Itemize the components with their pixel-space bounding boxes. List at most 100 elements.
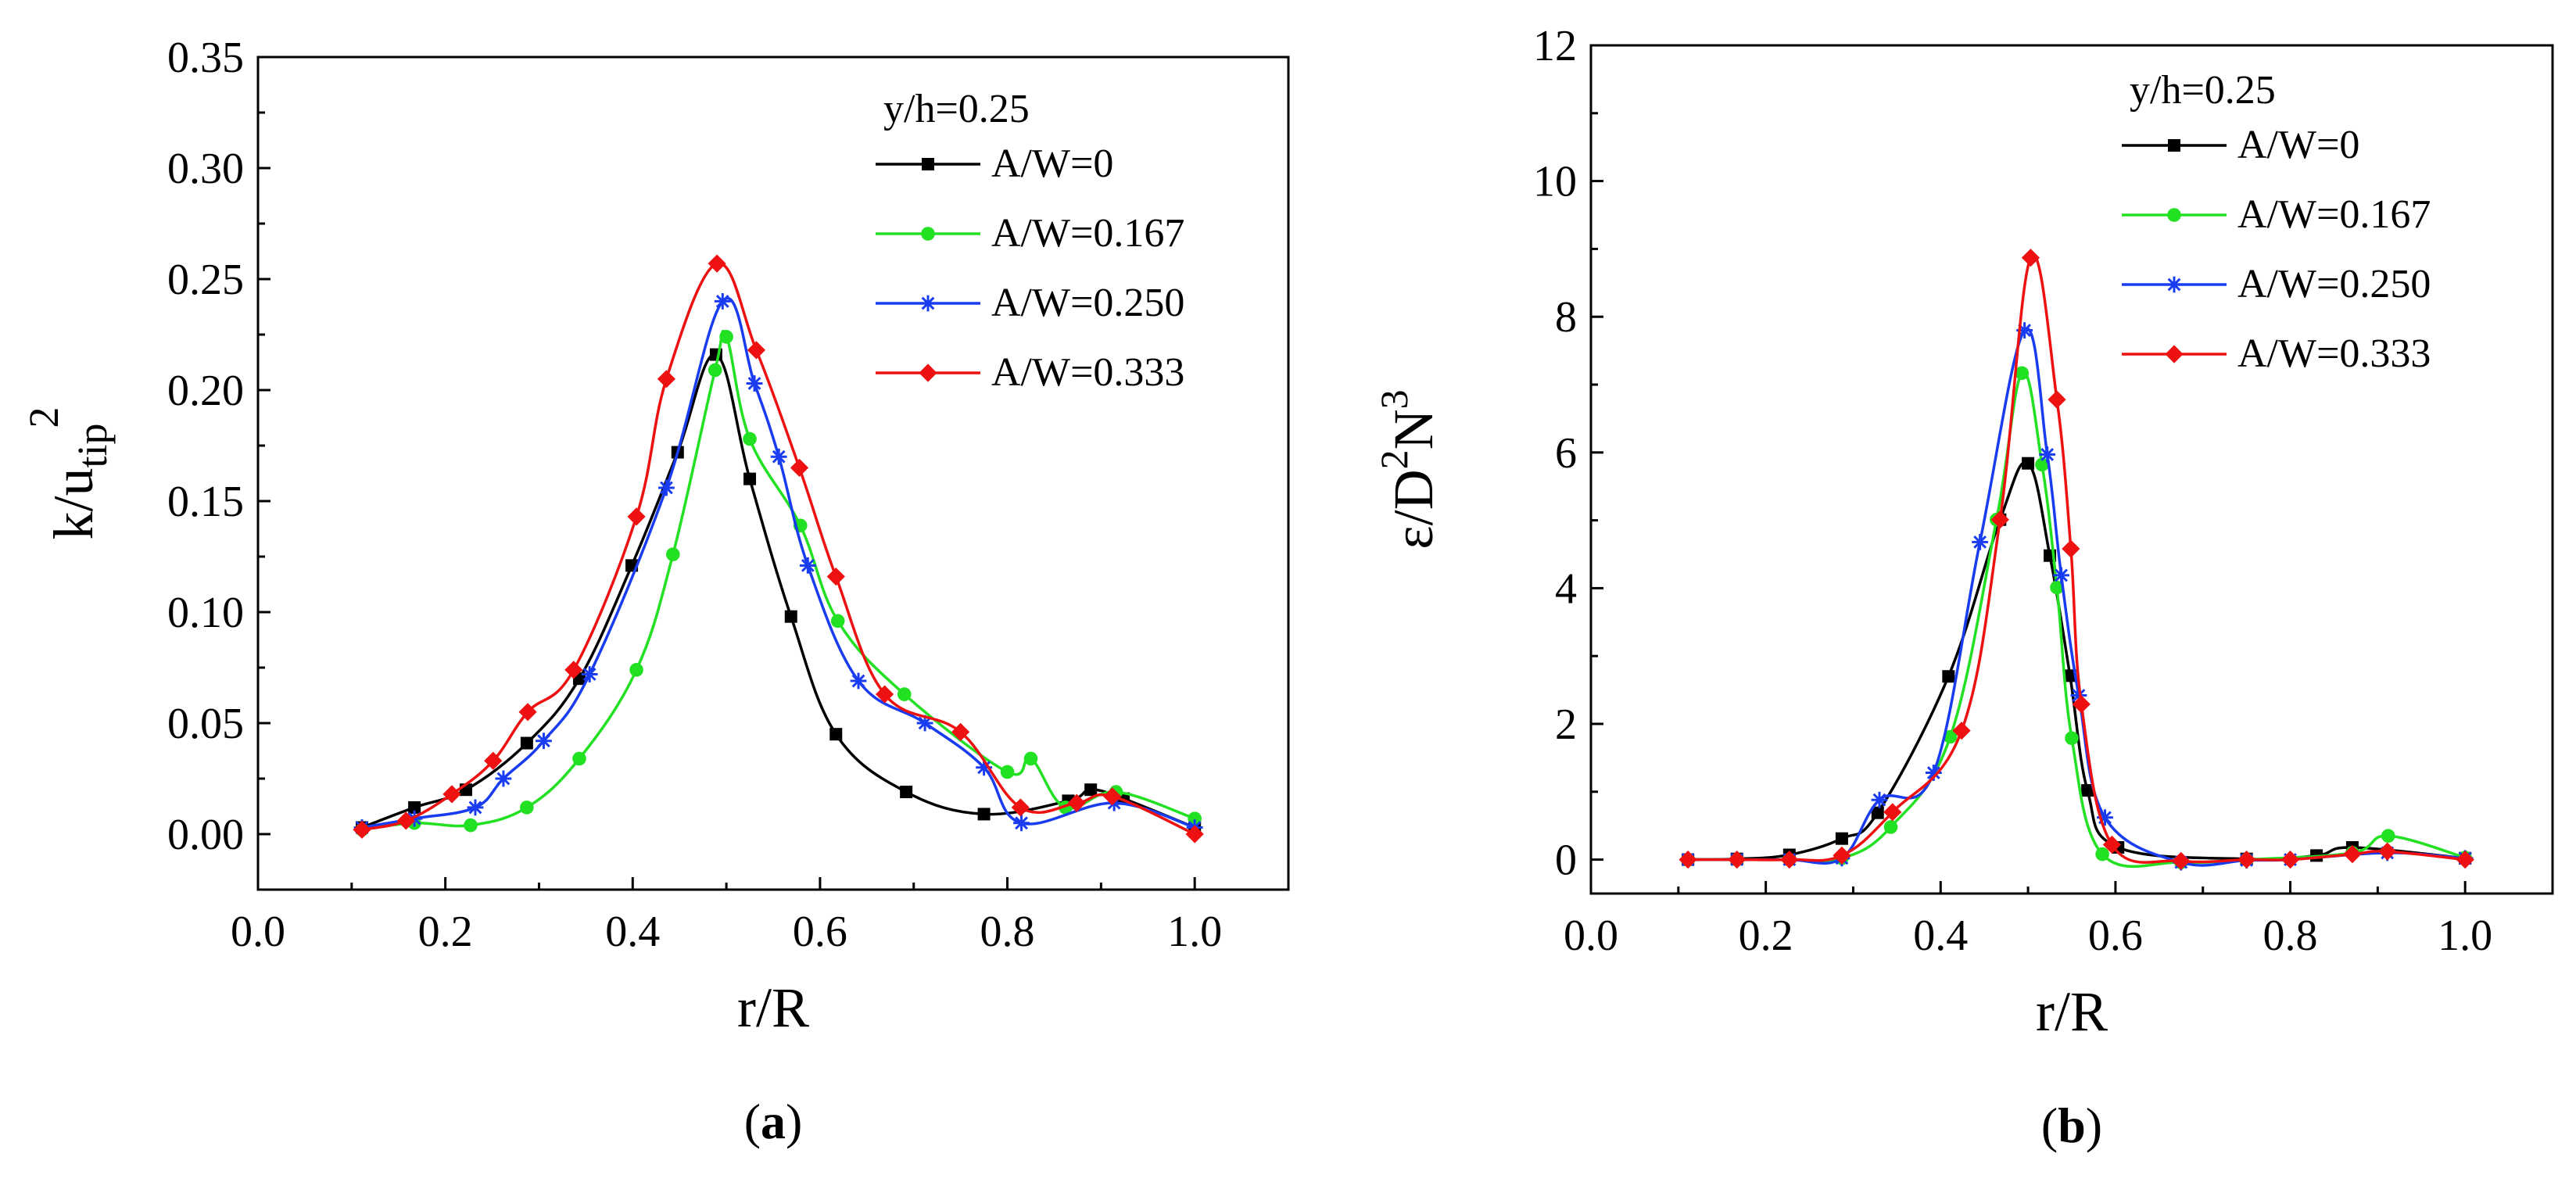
plot-frame: [256, 56, 1290, 891]
data-point: [2021, 249, 2040, 267]
data-point: [2280, 851, 2300, 869]
data-point-stroke: [918, 716, 932, 730]
y-axis-title-sup2: 3: [1372, 389, 1416, 409]
data-point-stroke: [1973, 535, 1987, 549]
data-point: [826, 567, 845, 586]
legend-marker: [2165, 345, 2184, 364]
data-point: [2015, 366, 2030, 381]
x-tick-label: 0.0: [1564, 912, 1618, 960]
data-point-stroke: [2040, 447, 2055, 461]
y-tick-label: 0.20: [167, 367, 244, 415]
panel-label-open: (: [2041, 1098, 2058, 1153]
legend-marker: [921, 227, 935, 241]
data-point: [830, 614, 845, 629]
chart-panel-a: 0.0 0.2 0.4 0.6 0.8 1.0 0.00 0.05 0.10 0.15 0.20 0.…: [20, 34, 1290, 1149]
y-axis-title-sub: tip: [69, 423, 116, 467]
panel-label-open: (: [744, 1094, 761, 1149]
legend: y/h=0.25 A/W=0 A/W=0.167 A/W=0.250 A/W=0.333: [2122, 68, 2431, 376]
legend-label: A/W=0.250: [2237, 262, 2431, 306]
data-point: [396, 811, 415, 830]
data-point: [2065, 731, 2079, 746]
data-point: [799, 557, 816, 574]
data-point: [951, 722, 970, 741]
data-point: [1023, 751, 1038, 766]
data-point: [770, 448, 787, 465]
legend-marker: [919, 295, 937, 312]
y-axis-title: k/utip2: [20, 407, 116, 539]
data-point-stroke: [2055, 568, 2068, 582]
y-tick-label: 0.30: [167, 145, 244, 193]
data-point: [2378, 842, 2397, 861]
data-point: [1990, 510, 2009, 529]
y-tick-label: 8: [1555, 293, 1577, 342]
legend: y/h=0.25 A/W=0 A/W=0.167 A/W=0.250 A/W=0.333: [876, 87, 1184, 395]
data-point-stroke: [468, 801, 482, 815]
data-point-stroke: [2018, 324, 2032, 337]
series-A/W=0.333: [353, 254, 1204, 844]
y-tick-label: 12: [1533, 22, 1577, 70]
data-point-stroke: [2072, 689, 2086, 702]
data-point: [2172, 851, 2191, 870]
data-point: [2050, 580, 2064, 595]
y-tick-label: 10: [1533, 158, 1577, 206]
chart-panel-b: 0.0 0.2 0.4 0.6 0.8 1.0024681012r/Rε/D2N3(b)y…: [1372, 22, 2554, 1153]
x-tick-label: 0.2: [418, 908, 473, 956]
data-point-stroke: [496, 772, 511, 786]
data-point: [1780, 851, 1799, 869]
data-point: [629, 663, 643, 677]
data-point: [1833, 846, 1851, 865]
panel-label-close: ): [2086, 1098, 2102, 1153]
y-tick-label: 2: [1555, 700, 1577, 749]
data-point: [1013, 815, 1030, 832]
data-point: [1883, 803, 1902, 822]
data-point: [581, 666, 598, 682]
data-point: [1000, 765, 1015, 779]
data-point: [520, 736, 533, 750]
x-tick-label: 1.0: [2438, 912, 2492, 960]
legend-label: A/W=0.250: [991, 281, 1184, 325]
data-point: [2237, 851, 2256, 869]
data-point: [442, 785, 461, 804]
data-point: [518, 703, 537, 722]
series-line: [1688, 327, 2466, 867]
x-tick-label: 0.2: [1739, 912, 1793, 960]
data-point: [784, 610, 797, 623]
legend-marker: [2167, 208, 2181, 222]
data-point: [564, 661, 583, 679]
data-point-stroke: [659, 481, 673, 495]
data-point-stroke: [772, 450, 786, 464]
data-point: [2063, 669, 2076, 682]
legend-label: A/W=0.167: [2237, 192, 2431, 237]
data-point: [2102, 835, 2122, 854]
x-tick-label: 0.8: [2263, 912, 2318, 960]
data-point-stroke: [1872, 793, 1886, 807]
data-point: [900, 786, 913, 799]
x-tick-label: 0.6: [2088, 912, 2143, 960]
data-point: [1728, 851, 1747, 869]
x-tick-label: 0.4: [605, 908, 660, 956]
data-point: [1679, 851, 1697, 869]
data-point: [829, 728, 843, 741]
data-point-stroke: [582, 668, 597, 681]
legend-marker: [2166, 276, 2183, 293]
data-point: [2081, 784, 2094, 797]
data-point: [875, 685, 894, 704]
legend-label: A/W=0.333: [2237, 331, 2431, 376]
data-point: [897, 687, 912, 701]
data-point: [1943, 729, 1958, 744]
series-line: [361, 353, 1195, 829]
legend-marker: [922, 158, 934, 170]
data-point: [1835, 832, 1848, 845]
x-tick-label: 0.0: [231, 908, 285, 956]
x-axis-title: r/R: [2036, 980, 2108, 1043]
data-point: [743, 472, 757, 485]
series-A/W=0.333: [1679, 249, 2474, 870]
data-point: [1011, 798, 1030, 817]
data-point: [708, 254, 726, 273]
data-point-stroke: [851, 674, 865, 688]
data-point: [495, 770, 512, 787]
series-A/W=0.167: [1681, 366, 2472, 869]
data-point-stroke: [801, 558, 815, 572]
data-point: [1972, 533, 1988, 550]
data-point-stroke: [537, 734, 550, 748]
